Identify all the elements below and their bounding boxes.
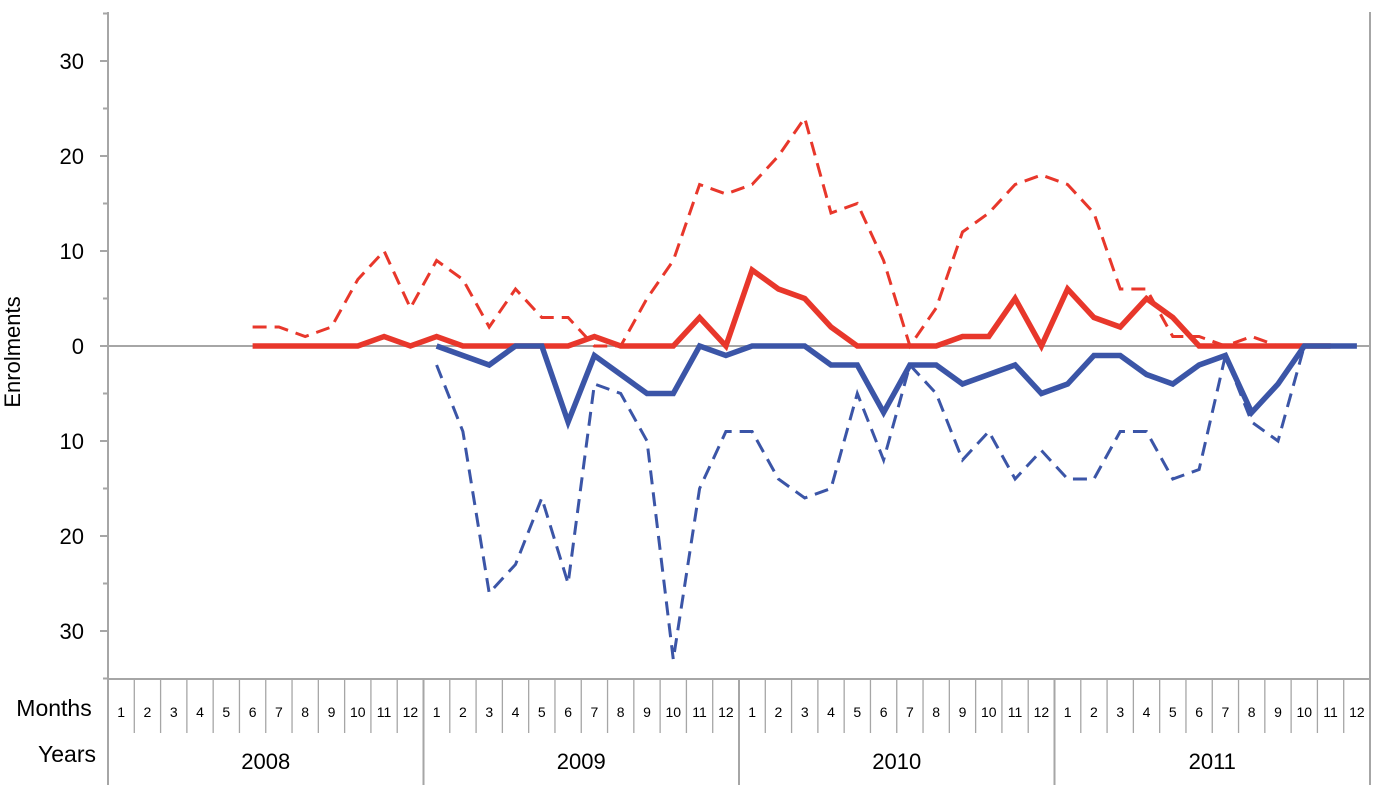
series-line-blue-dashed (435, 345, 1306, 660)
month-label: 9 (959, 704, 967, 720)
months-row-label: Months (16, 695, 91, 721)
month-label: 4 (512, 704, 520, 720)
month-label: 8 (617, 704, 625, 720)
month-label: 6 (564, 704, 572, 720)
month-label: 12 (1034, 704, 1050, 720)
month-label: 1 (1064, 704, 1072, 720)
y-tick-label: 30 (60, 619, 84, 644)
month-label: 2 (1090, 704, 1098, 720)
month-label: 8 (932, 704, 940, 720)
year-label: 2011 (1189, 749, 1236, 774)
month-label: 11 (1008, 704, 1023, 720)
years-row-label: Years (38, 741, 96, 767)
month-label: 3 (170, 704, 178, 720)
year-label: 2008 (241, 749, 290, 774)
month-label: 2 (775, 704, 783, 720)
year-label: 2009 (557, 749, 606, 774)
month-label: 6 (249, 704, 257, 720)
month-label: 9 (643, 704, 651, 720)
y-tick-label: 0 (72, 334, 84, 359)
month-label: 5 (853, 704, 861, 720)
month-label: 11 (1323, 704, 1338, 720)
month-label: 9 (1274, 704, 1282, 720)
month-label: 8 (1248, 704, 1256, 720)
month-label: 10 (1296, 704, 1312, 720)
month-label: 10 (981, 704, 997, 720)
month-label: 2 (144, 704, 152, 720)
y-tick-label: 20 (60, 144, 84, 169)
month-label: 1 (433, 704, 441, 720)
month-label: 3 (801, 704, 809, 720)
month-label: 2 (459, 704, 467, 720)
month-label: 4 (1143, 704, 1151, 720)
month-label: 7 (906, 704, 914, 720)
month-label: 5 (1169, 704, 1177, 720)
axes-layer (100, 12, 1371, 785)
month-label: 12 (718, 704, 734, 720)
month-label: 1 (117, 704, 125, 720)
series-line-red-dashed (252, 114, 1279, 350)
series-layer (252, 114, 1357, 660)
month-label: 7 (590, 704, 598, 720)
month-label: 4 (196, 704, 204, 720)
month-year-table: 1 2 3 4 5 6 7 8 9 10 11 12 1 2 3 4 5 6 7 8 9 10 11 12 1 2 3 4 5 6 7 8 9 1… (107, 679, 1371, 785)
month-label: 3 (1116, 704, 1124, 720)
y-tick-label: 20 (60, 524, 84, 549)
month-label: 7 (1221, 704, 1229, 720)
month-label: 8 (301, 704, 309, 720)
y-tick-label: 10 (60, 429, 84, 454)
month-label: 1 (748, 704, 756, 720)
month-label: 10 (665, 704, 681, 720)
month-label: 12 (1349, 704, 1365, 720)
month-label: 12 (403, 704, 419, 720)
month-label: 9 (328, 704, 336, 720)
month-label: 6 (1195, 704, 1203, 720)
y-axis-title: Enrolments (0, 296, 25, 407)
series-line-red-solid (252, 265, 1331, 353)
y-tick-label: 10 (60, 239, 84, 264)
month-label: 4 (827, 704, 835, 720)
y-tick-labels: 30 20 10 0 10 20 30 (60, 49, 84, 644)
month-label: 6 (880, 704, 888, 720)
year-label: 2010 (872, 749, 921, 774)
month-label: 5 (222, 704, 230, 720)
month-label: 5 (538, 704, 546, 720)
month-label: 10 (350, 704, 366, 720)
series-line-blue-solid (435, 342, 1357, 430)
y-tick-label: 30 (60, 49, 84, 74)
month-label: 11 (377, 704, 392, 720)
month-label: 7 (275, 704, 283, 720)
month-label: 11 (692, 704, 707, 720)
month-label: 3 (485, 704, 493, 720)
